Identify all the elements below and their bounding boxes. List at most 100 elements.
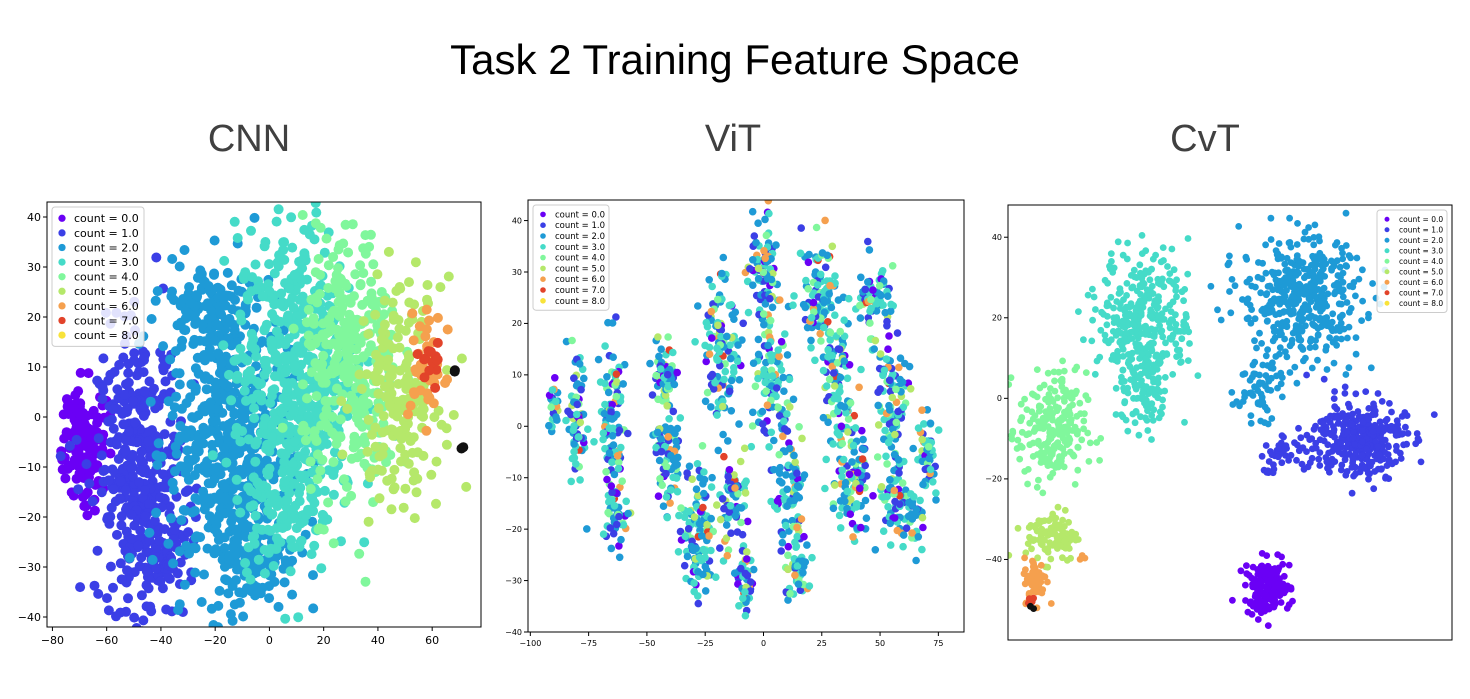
scatter-point bbox=[421, 304, 432, 315]
scatter-point bbox=[837, 422, 846, 431]
scatter-point bbox=[869, 286, 877, 294]
scatter-point bbox=[175, 431, 186, 442]
scatter-point bbox=[796, 586, 805, 594]
scatter-point bbox=[309, 540, 320, 551]
scatter-point bbox=[657, 447, 666, 456]
cvt-panel-title: CvT bbox=[1170, 118, 1240, 160]
scatter-point bbox=[166, 291, 177, 302]
scatter-point bbox=[120, 446, 131, 456]
scatter-point bbox=[258, 420, 269, 430]
scatter-point bbox=[1309, 320, 1316, 327]
scatter-point bbox=[1385, 456, 1393, 464]
scatter-point bbox=[714, 446, 723, 455]
scatter-point bbox=[200, 492, 211, 503]
scatter-point bbox=[279, 476, 290, 487]
scatter-point bbox=[798, 557, 807, 565]
scatter-point bbox=[224, 369, 234, 380]
scatter-point bbox=[797, 224, 805, 232]
scatter-point bbox=[372, 269, 383, 280]
scatter-point bbox=[259, 568, 270, 579]
scatter-point bbox=[693, 460, 702, 468]
scatter-point bbox=[874, 421, 883, 429]
scatter-point bbox=[1331, 403, 1339, 411]
scatter-point bbox=[754, 274, 763, 283]
scatter-point bbox=[1287, 451, 1295, 459]
scatter-point bbox=[784, 565, 792, 573]
scatter-point bbox=[840, 316, 848, 325]
scatter-point bbox=[380, 391, 391, 402]
scatter-point bbox=[707, 403, 715, 411]
scatter-point bbox=[168, 484, 179, 495]
legend-label: count = 0.0 bbox=[74, 212, 139, 225]
scatter-point bbox=[666, 424, 675, 433]
scatter-point bbox=[1243, 562, 1250, 569]
x-tick-label: −50 bbox=[638, 639, 655, 648]
scatter-point bbox=[404, 353, 415, 363]
scatter-point bbox=[271, 543, 282, 554]
scatter-point bbox=[219, 543, 230, 553]
scatter-point bbox=[1254, 566, 1261, 573]
scatter-point bbox=[139, 626, 145, 627]
legend-label: count = 2.0 bbox=[555, 232, 605, 242]
scatter-point bbox=[1352, 350, 1360, 358]
scatter-point bbox=[222, 267, 233, 278]
scatter-point bbox=[182, 445, 193, 456]
scatter-point bbox=[307, 516, 318, 527]
scatter-point bbox=[754, 335, 763, 344]
scatter-point bbox=[655, 456, 664, 465]
scatter-point bbox=[690, 579, 698, 587]
scatter-point bbox=[1327, 412, 1334, 420]
scatter-point bbox=[707, 307, 716, 316]
scatter-point bbox=[673, 424, 682, 433]
scatter-point bbox=[696, 473, 704, 482]
scatter-point bbox=[98, 353, 109, 364]
scatter-point bbox=[830, 382, 839, 390]
scatter-point bbox=[738, 530, 747, 539]
scatter-point bbox=[1264, 570, 1271, 578]
scatter-point bbox=[716, 544, 724, 552]
scatter-point bbox=[207, 478, 217, 489]
scatter-point bbox=[1356, 161, 1363, 168]
scatter-point bbox=[159, 482, 170, 493]
scatter-point bbox=[1369, 427, 1377, 435]
scatter-point bbox=[919, 480, 927, 489]
scatter-point bbox=[607, 482, 616, 490]
scatter-point bbox=[701, 587, 710, 595]
scatter-point bbox=[1382, 473, 1390, 481]
scatter-point bbox=[762, 231, 771, 240]
scatter-point bbox=[1303, 371, 1310, 379]
scatter-point bbox=[191, 446, 202, 457]
scatter-point bbox=[197, 319, 208, 330]
scatter-point bbox=[833, 429, 842, 437]
scatter-point bbox=[294, 496, 305, 507]
scatter-point bbox=[1371, 421, 1379, 429]
scatter-point bbox=[233, 633, 243, 643]
scatter-point bbox=[405, 400, 416, 411]
scatter-point bbox=[884, 345, 892, 354]
scatter-point bbox=[902, 524, 911, 532]
scatter-point bbox=[1281, 335, 1288, 343]
scatter-point bbox=[136, 590, 147, 601]
scatter-point bbox=[695, 520, 704, 528]
scatter-point bbox=[573, 380, 582, 388]
scatter-point bbox=[577, 385, 585, 394]
scatter-point bbox=[759, 420, 767, 428]
scatter-point bbox=[159, 429, 170, 440]
scatter-point bbox=[657, 345, 665, 354]
scatter-point bbox=[692, 485, 701, 494]
scatter-point bbox=[701, 553, 709, 562]
scatter-point bbox=[855, 383, 863, 392]
scatter-point bbox=[118, 419, 129, 430]
scatter-point bbox=[775, 469, 784, 478]
scatter-point bbox=[113, 454, 124, 464]
scatter-point bbox=[607, 408, 615, 417]
scatter-point bbox=[774, 403, 782, 412]
scatter-point bbox=[368, 370, 379, 381]
scatter-point bbox=[1283, 254, 1291, 262]
scatter-point bbox=[1310, 425, 1318, 433]
scatter-point bbox=[1365, 416, 1373, 423]
scatter-point bbox=[836, 524, 845, 532]
scatter-point bbox=[155, 492, 166, 503]
scatter-point bbox=[226, 340, 237, 351]
